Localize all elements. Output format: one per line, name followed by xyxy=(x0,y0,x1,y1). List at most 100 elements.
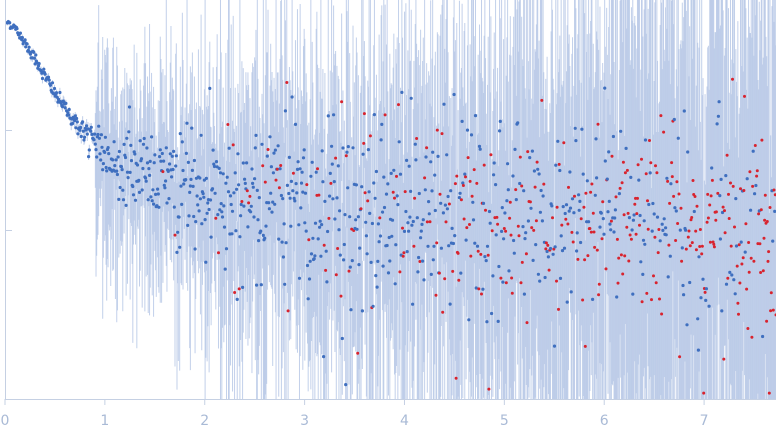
data-points xyxy=(5,20,776,395)
data-point xyxy=(165,201,169,205)
data-point xyxy=(423,176,427,180)
data-point xyxy=(103,135,107,139)
data-point xyxy=(730,273,734,277)
data-point xyxy=(457,196,461,200)
data-point xyxy=(666,275,670,279)
data-point xyxy=(335,196,339,200)
data-point xyxy=(389,171,393,175)
data-point xyxy=(728,270,732,274)
data-point xyxy=(267,207,271,211)
data-point xyxy=(512,251,516,255)
data-point xyxy=(253,146,257,150)
data-point xyxy=(505,199,509,203)
data-point xyxy=(757,212,761,216)
data-point xyxy=(635,212,639,216)
data-point xyxy=(535,160,539,164)
data-point xyxy=(520,260,524,264)
data-point xyxy=(449,189,453,193)
data-point xyxy=(718,237,723,241)
data-point xyxy=(702,391,706,395)
data-point xyxy=(550,204,554,208)
data-point xyxy=(325,280,329,284)
data-point xyxy=(716,114,721,118)
data-point xyxy=(301,156,306,160)
data-point xyxy=(400,90,404,94)
data-point xyxy=(191,184,195,188)
data-point xyxy=(260,142,264,146)
data-point xyxy=(601,200,605,204)
data-point xyxy=(348,265,352,269)
data-point xyxy=(150,135,154,139)
data-point xyxy=(653,235,657,239)
data-point xyxy=(395,174,398,178)
data-point xyxy=(266,148,270,151)
data-point xyxy=(419,236,423,240)
data-point xyxy=(492,173,496,177)
data-point xyxy=(350,259,354,263)
data-point xyxy=(551,252,555,256)
data-point xyxy=(582,205,586,209)
data-point xyxy=(8,21,12,25)
data-point xyxy=(179,184,183,188)
data-point xyxy=(346,186,350,190)
x-tick-label-3: 3 xyxy=(300,413,309,429)
data-point xyxy=(455,174,459,178)
data-point xyxy=(638,213,642,218)
data-point xyxy=(281,255,285,259)
data-point xyxy=(759,208,763,212)
data-point xyxy=(574,139,578,143)
data-point xyxy=(310,160,314,164)
data-point xyxy=(372,113,376,117)
data-point xyxy=(313,221,318,225)
data-point xyxy=(769,309,773,313)
data-point xyxy=(610,154,614,158)
data-point xyxy=(328,194,332,198)
data-point xyxy=(504,281,508,285)
data-point xyxy=(625,168,629,172)
data-point xyxy=(673,206,677,210)
data-point xyxy=(263,236,267,240)
data-point xyxy=(81,129,85,133)
data-point xyxy=(718,194,722,198)
data-point xyxy=(685,323,689,327)
data-point xyxy=(308,259,312,263)
data-point xyxy=(127,130,131,134)
data-point xyxy=(542,182,546,186)
data-point xyxy=(231,143,235,147)
data-point xyxy=(419,229,423,233)
data-point xyxy=(715,122,719,126)
data-point xyxy=(275,167,279,171)
data-point xyxy=(411,219,415,224)
data-point xyxy=(563,211,567,216)
data-point xyxy=(280,240,284,244)
data-point xyxy=(172,149,176,153)
data-point xyxy=(572,211,576,215)
data-point xyxy=(324,268,328,272)
data-point xyxy=(655,171,659,175)
data-point xyxy=(284,241,288,245)
data-point xyxy=(754,183,758,188)
data-point xyxy=(475,244,480,248)
data-point xyxy=(392,168,396,172)
data-point xyxy=(362,141,366,145)
data-point xyxy=(213,191,217,195)
data-point xyxy=(648,139,651,142)
data-point xyxy=(164,146,168,150)
data-point xyxy=(611,134,616,139)
data-point xyxy=(153,153,157,157)
data-point xyxy=(264,224,268,228)
data-point xyxy=(710,178,714,182)
data-point xyxy=(634,232,638,236)
data-point xyxy=(664,233,668,237)
data-point xyxy=(687,229,691,233)
data-point xyxy=(247,201,251,205)
data-point xyxy=(342,242,346,247)
data-point xyxy=(658,239,662,243)
data-point xyxy=(99,158,103,162)
data-point xyxy=(151,188,155,192)
data-point xyxy=(210,187,215,191)
data-point xyxy=(546,255,551,259)
data-point xyxy=(309,252,314,256)
data-point xyxy=(552,344,557,348)
data-point xyxy=(694,229,698,233)
